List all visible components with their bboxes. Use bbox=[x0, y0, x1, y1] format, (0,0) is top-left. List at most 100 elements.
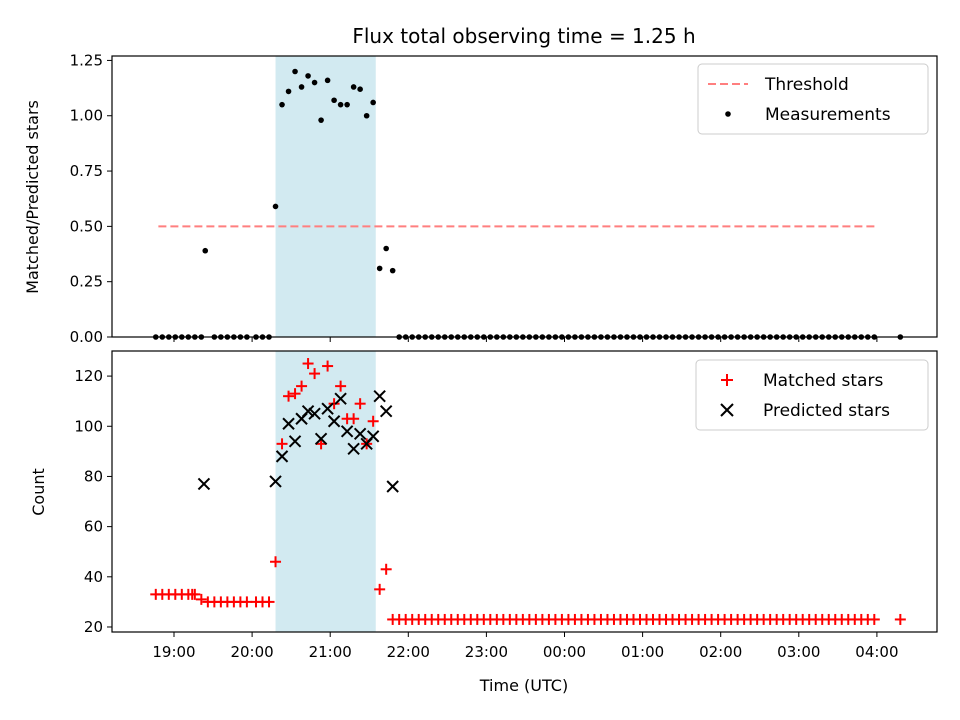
matched-star-point bbox=[322, 360, 334, 372]
measurement-point bbox=[292, 68, 298, 75]
measurement-point bbox=[376, 265, 383, 272]
measurement-point bbox=[363, 112, 370, 119]
measurement-point bbox=[324, 77, 331, 84]
measurement-point bbox=[311, 79, 318, 86]
legend-predicted-swatch bbox=[720, 403, 734, 417]
y-tick-label: 60 bbox=[84, 518, 103, 536]
x-tick-label: 03:00 bbox=[777, 643, 820, 661]
top-y-axis-label: Matched/Predicted stars bbox=[23, 100, 42, 294]
matched-star-point bbox=[335, 380, 347, 392]
predicted-star-point bbox=[379, 405, 393, 418]
bottom-y-axis-label: Count bbox=[29, 468, 48, 516]
y-tick-label: 1.25 bbox=[70, 51, 103, 69]
measurement-point bbox=[357, 86, 363, 92]
legend-measurements-label: Measurements bbox=[765, 105, 891, 125]
matched-star-point bbox=[263, 596, 275, 608]
matched-star-point bbox=[270, 556, 282, 568]
y-tick-label: 100 bbox=[74, 417, 103, 435]
matched-star-point bbox=[296, 380, 308, 392]
predicted-star-point bbox=[288, 435, 302, 448]
bottom-panel: 20 40 60 80 100 120 19:00 20:00 21:00 22:00 23:00… bbox=[29, 350, 938, 695]
matched-star-point bbox=[348, 413, 360, 425]
legend-measurements-swatch bbox=[725, 111, 731, 117]
y-tick-label: 80 bbox=[84, 467, 103, 485]
top-y-ticks: 0.00 0.25 0.50 0.75 1.00 1.25 bbox=[70, 51, 112, 346]
predicted-stars-points bbox=[197, 389, 399, 493]
predicted-star-point bbox=[340, 425, 354, 438]
predicted-star-point bbox=[282, 417, 295, 430]
measurement-point bbox=[337, 101, 344, 108]
measurement-point bbox=[305, 73, 311, 79]
x-tick-label: 04:00 bbox=[855, 643, 898, 661]
y-tick-label: 20 bbox=[84, 618, 103, 636]
matched-star-point bbox=[309, 368, 321, 380]
measurement-point bbox=[344, 101, 350, 108]
top-x-ticks bbox=[173, 337, 878, 342]
x-tick-label: 01:00 bbox=[621, 643, 664, 661]
measurement-point bbox=[383, 245, 389, 252]
measurement-point bbox=[389, 267, 396, 274]
matched-star-point bbox=[302, 358, 314, 370]
legend-threshold-label: Threshold bbox=[764, 75, 849, 95]
x-axis-label: Time (UTC) bbox=[479, 676, 568, 695]
measurement-point bbox=[202, 247, 209, 254]
matched-star-point bbox=[195, 593, 207, 605]
matched-star-point bbox=[374, 583, 386, 595]
measurement-point bbox=[272, 203, 279, 210]
predicted-star-point bbox=[334, 392, 347, 405]
y-tick-label: 0.50 bbox=[70, 217, 103, 235]
matched-star-point bbox=[283, 390, 295, 402]
matched-star-point bbox=[276, 438, 288, 450]
y-tick-label: 1.00 bbox=[70, 107, 103, 125]
matched-star-point bbox=[189, 588, 201, 600]
predicted-star-point bbox=[321, 402, 334, 415]
predicted-star-point bbox=[197, 477, 211, 491]
top-axes-frame bbox=[111, 55, 938, 338]
y-tick-label: 40 bbox=[84, 568, 103, 586]
matched-star-point bbox=[380, 563, 392, 575]
x-tick-label: 02:00 bbox=[699, 643, 742, 661]
predicted-star-point bbox=[275, 450, 289, 463]
predicted-star-point bbox=[269, 475, 282, 488]
y-tick-label: 0.00 bbox=[70, 328, 103, 346]
measurement-point bbox=[350, 84, 357, 90]
observing-window-shade bbox=[275, 56, 376, 337]
x-tick-label: 20:00 bbox=[230, 643, 273, 661]
matched-star-point bbox=[894, 613, 906, 625]
predicted-star-point bbox=[386, 480, 399, 493]
predicted-star-point bbox=[347, 442, 360, 456]
legend-predicted-label: Predicted stars bbox=[763, 401, 890, 421]
predicted-star-point bbox=[301, 405, 315, 418]
measurement-point bbox=[279, 101, 285, 108]
chart-title: Flux total observing time = 1.25 h bbox=[352, 24, 695, 48]
matched-star-point bbox=[354, 398, 366, 410]
bottom-axes-frame bbox=[111, 350, 938, 633]
bottom-legend-box bbox=[695, 359, 929, 431]
predicted-star-point bbox=[314, 432, 328, 446]
matched-star-point bbox=[868, 613, 880, 625]
predicted-star-point bbox=[308, 407, 321, 420]
x-tick-label: 22:00 bbox=[387, 643, 430, 661]
top-legend: Threshold Measurements bbox=[697, 63, 929, 135]
measurement-point bbox=[370, 99, 376, 106]
predicted-star-point bbox=[327, 415, 341, 428]
y-tick-label: 0.75 bbox=[70, 162, 103, 180]
top-legend-box bbox=[697, 63, 929, 135]
predicted-star-point bbox=[366, 430, 380, 443]
measurement-point bbox=[331, 97, 337, 104]
measurement-point bbox=[318, 117, 324, 123]
x-tick-label: 19:00 bbox=[152, 643, 195, 661]
predicted-star-point bbox=[353, 427, 367, 441]
measurement-point bbox=[298, 84, 305, 90]
top-panel: Flux total observing time = 1.25 h 0.00 0… bbox=[23, 24, 938, 346]
predicted-star-point bbox=[373, 389, 386, 403]
measurement-point bbox=[285, 88, 292, 95]
x-tick-label: 21:00 bbox=[309, 643, 352, 661]
y-tick-label: 120 bbox=[74, 367, 103, 385]
bottom-legend: Matched stars Predicted stars bbox=[695, 359, 929, 431]
matched-star-point bbox=[289, 388, 301, 400]
x-tick-label: 00:00 bbox=[543, 643, 586, 661]
bottom-y-ticks: 20 40 60 80 100 120 bbox=[74, 367, 112, 636]
x-tick-label: 23:00 bbox=[465, 643, 508, 661]
